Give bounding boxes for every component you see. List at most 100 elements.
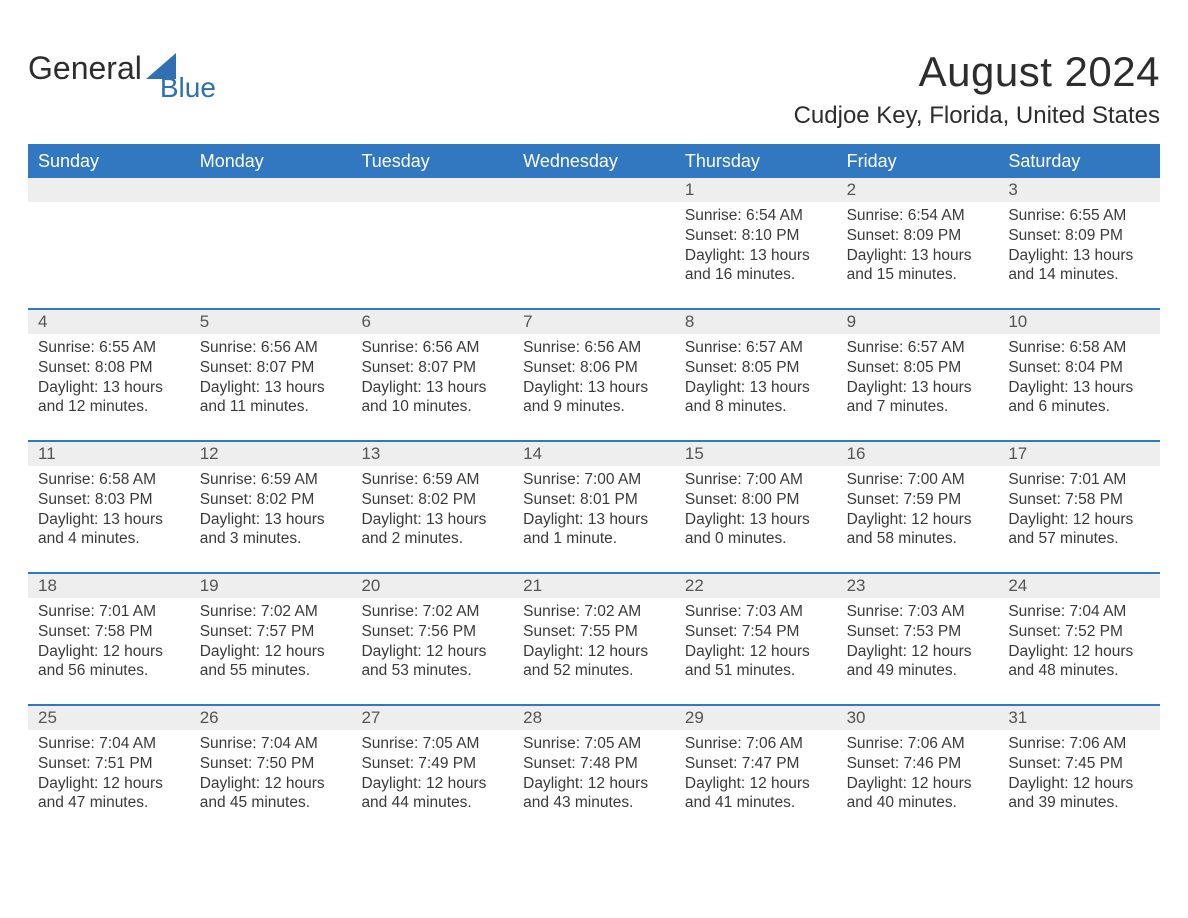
sunrise-text: Sunrise: 6:54 AM [847,206,991,226]
daylight-text: Daylight: 13 hours and 14 minutes. [1008,246,1152,286]
sunrise-text: Sunrise: 7:01 AM [1008,470,1152,490]
sunset-text: Sunset: 7:46 PM [847,754,991,774]
day-number: 14 [513,442,675,466]
sunrise-text: Sunrise: 7:04 AM [38,734,182,754]
day-number: 13 [351,442,513,466]
day-body: Sunrise: 7:01 AMSunset: 7:58 PMDaylight:… [28,598,190,681]
day-cell: . [28,178,190,308]
day-number: 26 [190,706,352,730]
sunrise-text: Sunrise: 7:03 AM [847,602,991,622]
day-cell: 11Sunrise: 6:58 AMSunset: 8:03 PMDayligh… [28,442,190,572]
sunset-text: Sunset: 7:59 PM [847,490,991,510]
sunset-text: Sunset: 8:02 PM [361,490,505,510]
day-number: 16 [837,442,999,466]
sunrise-text: Sunrise: 6:58 AM [38,470,182,490]
day-cell: 19Sunrise: 7:02 AMSunset: 7:57 PMDayligh… [190,574,352,704]
day-number: 18 [28,574,190,598]
sunrise-text: Sunrise: 6:57 AM [685,338,829,358]
sunrise-text: Sunrise: 7:02 AM [361,602,505,622]
daylight-text: Daylight: 12 hours and 55 minutes. [200,642,344,682]
day-cell: 28Sunrise: 7:05 AMSunset: 7:48 PMDayligh… [513,706,675,836]
sunrise-text: Sunrise: 6:59 AM [361,470,505,490]
day-body: Sunrise: 7:06 AMSunset: 7:47 PMDaylight:… [675,730,837,813]
day-cell: 16Sunrise: 7:00 AMSunset: 7:59 PMDayligh… [837,442,999,572]
sunset-text: Sunset: 8:08 PM [38,358,182,378]
daylight-text: Daylight: 12 hours and 43 minutes. [523,774,667,814]
weekday-header: Tuesday [351,144,513,178]
day-cell: 27Sunrise: 7:05 AMSunset: 7:49 PMDayligh… [351,706,513,836]
day-cell: 29Sunrise: 7:06 AMSunset: 7:47 PMDayligh… [675,706,837,836]
daylight-text: Daylight: 12 hours and 48 minutes. [1008,642,1152,682]
day-cell: 17Sunrise: 7:01 AMSunset: 7:58 PMDayligh… [998,442,1160,572]
day-body: Sunrise: 6:59 AMSunset: 8:02 PMDaylight:… [190,466,352,549]
day-number: 8 [675,310,837,334]
daylight-text: Daylight: 12 hours and 58 minutes. [847,510,991,550]
sunset-text: Sunset: 7:45 PM [1008,754,1152,774]
day-number: 21 [513,574,675,598]
sunrise-text: Sunrise: 7:01 AM [38,602,182,622]
day-body: Sunrise: 7:06 AMSunset: 7:46 PMDaylight:… [837,730,999,813]
day-cell: 26Sunrise: 7:04 AMSunset: 7:50 PMDayligh… [190,706,352,836]
day-cell: 15Sunrise: 7:00 AMSunset: 8:00 PMDayligh… [675,442,837,572]
day-cell: 10Sunrise: 6:58 AMSunset: 8:04 PMDayligh… [998,310,1160,440]
week-row: 4Sunrise: 6:55 AMSunset: 8:08 PMDaylight… [28,308,1160,440]
daylight-text: Daylight: 12 hours and 40 minutes. [847,774,991,814]
day-cell: 8Sunrise: 6:57 AMSunset: 8:05 PMDaylight… [675,310,837,440]
daylight-text: Daylight: 12 hours and 47 minutes. [38,774,182,814]
sunrise-text: Sunrise: 6:56 AM [361,338,505,358]
daylight-text: Daylight: 13 hours and 10 minutes. [361,378,505,418]
day-cell: . [513,178,675,308]
sunset-text: Sunset: 7:50 PM [200,754,344,774]
weekday-header: Wednesday [513,144,675,178]
sunset-text: Sunset: 8:00 PM [685,490,829,510]
sunset-text: Sunset: 7:58 PM [38,622,182,642]
week-row: ....1Sunrise: 6:54 AMSunset: 8:10 PMDayl… [28,178,1160,308]
day-body: Sunrise: 6:56 AMSunset: 8:07 PMDaylight:… [351,334,513,417]
daylight-text: Daylight: 13 hours and 1 minute. [523,510,667,550]
daylight-text: Daylight: 13 hours and 15 minutes. [847,246,991,286]
day-body: Sunrise: 6:58 AMSunset: 8:03 PMDaylight:… [28,466,190,549]
month-title: August 2024 [794,48,1160,96]
day-number: 10 [998,310,1160,334]
sunset-text: Sunset: 8:09 PM [847,226,991,246]
day-number: 6 [351,310,513,334]
sunset-text: Sunset: 7:55 PM [523,622,667,642]
week-row: 18Sunrise: 7:01 AMSunset: 7:58 PMDayligh… [28,572,1160,704]
sunrise-text: Sunrise: 6:56 AM [200,338,344,358]
day-cell: 24Sunrise: 7:04 AMSunset: 7:52 PMDayligh… [998,574,1160,704]
logo-word1: General [28,52,142,84]
day-number: 3 [998,178,1160,202]
sunset-text: Sunset: 8:03 PM [38,490,182,510]
day-body: Sunrise: 7:04 AMSunset: 7:52 PMDaylight:… [998,598,1160,681]
daylight-text: Daylight: 13 hours and 0 minutes. [685,510,829,550]
sunrise-text: Sunrise: 6:57 AM [847,338,991,358]
day-number: 2 [837,178,999,202]
weekday-header: Thursday [675,144,837,178]
weekday-header: Monday [190,144,352,178]
day-body: Sunrise: 7:04 AMSunset: 7:50 PMDaylight:… [190,730,352,813]
day-number: . [513,178,675,202]
day-cell: 7Sunrise: 6:56 AMSunset: 8:06 PMDaylight… [513,310,675,440]
daylight-text: Daylight: 13 hours and 11 minutes. [200,378,344,418]
day-cell: 2Sunrise: 6:54 AMSunset: 8:09 PMDaylight… [837,178,999,308]
day-body: Sunrise: 7:03 AMSunset: 7:54 PMDaylight:… [675,598,837,681]
daylight-text: Daylight: 13 hours and 2 minutes. [361,510,505,550]
sunset-text: Sunset: 7:56 PM [361,622,505,642]
day-cell: . [190,178,352,308]
day-cell: 30Sunrise: 7:06 AMSunset: 7:46 PMDayligh… [837,706,999,836]
daylight-text: Daylight: 13 hours and 16 minutes. [685,246,829,286]
sunrise-text: Sunrise: 7:05 AM [361,734,505,754]
daylight-text: Daylight: 12 hours and 56 minutes. [38,642,182,682]
day-body: Sunrise: 7:03 AMSunset: 7:53 PMDaylight:… [837,598,999,681]
day-number: 7 [513,310,675,334]
day-number: 30 [837,706,999,730]
day-body: Sunrise: 7:04 AMSunset: 7:51 PMDaylight:… [28,730,190,813]
daylight-text: Daylight: 13 hours and 3 minutes. [200,510,344,550]
day-body: Sunrise: 6:54 AMSunset: 8:09 PMDaylight:… [837,202,999,285]
sunset-text: Sunset: 7:57 PM [200,622,344,642]
daylight-text: Daylight: 13 hours and 9 minutes. [523,378,667,418]
sunset-text: Sunset: 7:47 PM [685,754,829,774]
sunset-text: Sunset: 7:48 PM [523,754,667,774]
day-body: Sunrise: 7:06 AMSunset: 7:45 PMDaylight:… [998,730,1160,813]
day-cell: 14Sunrise: 7:00 AMSunset: 8:01 PMDayligh… [513,442,675,572]
